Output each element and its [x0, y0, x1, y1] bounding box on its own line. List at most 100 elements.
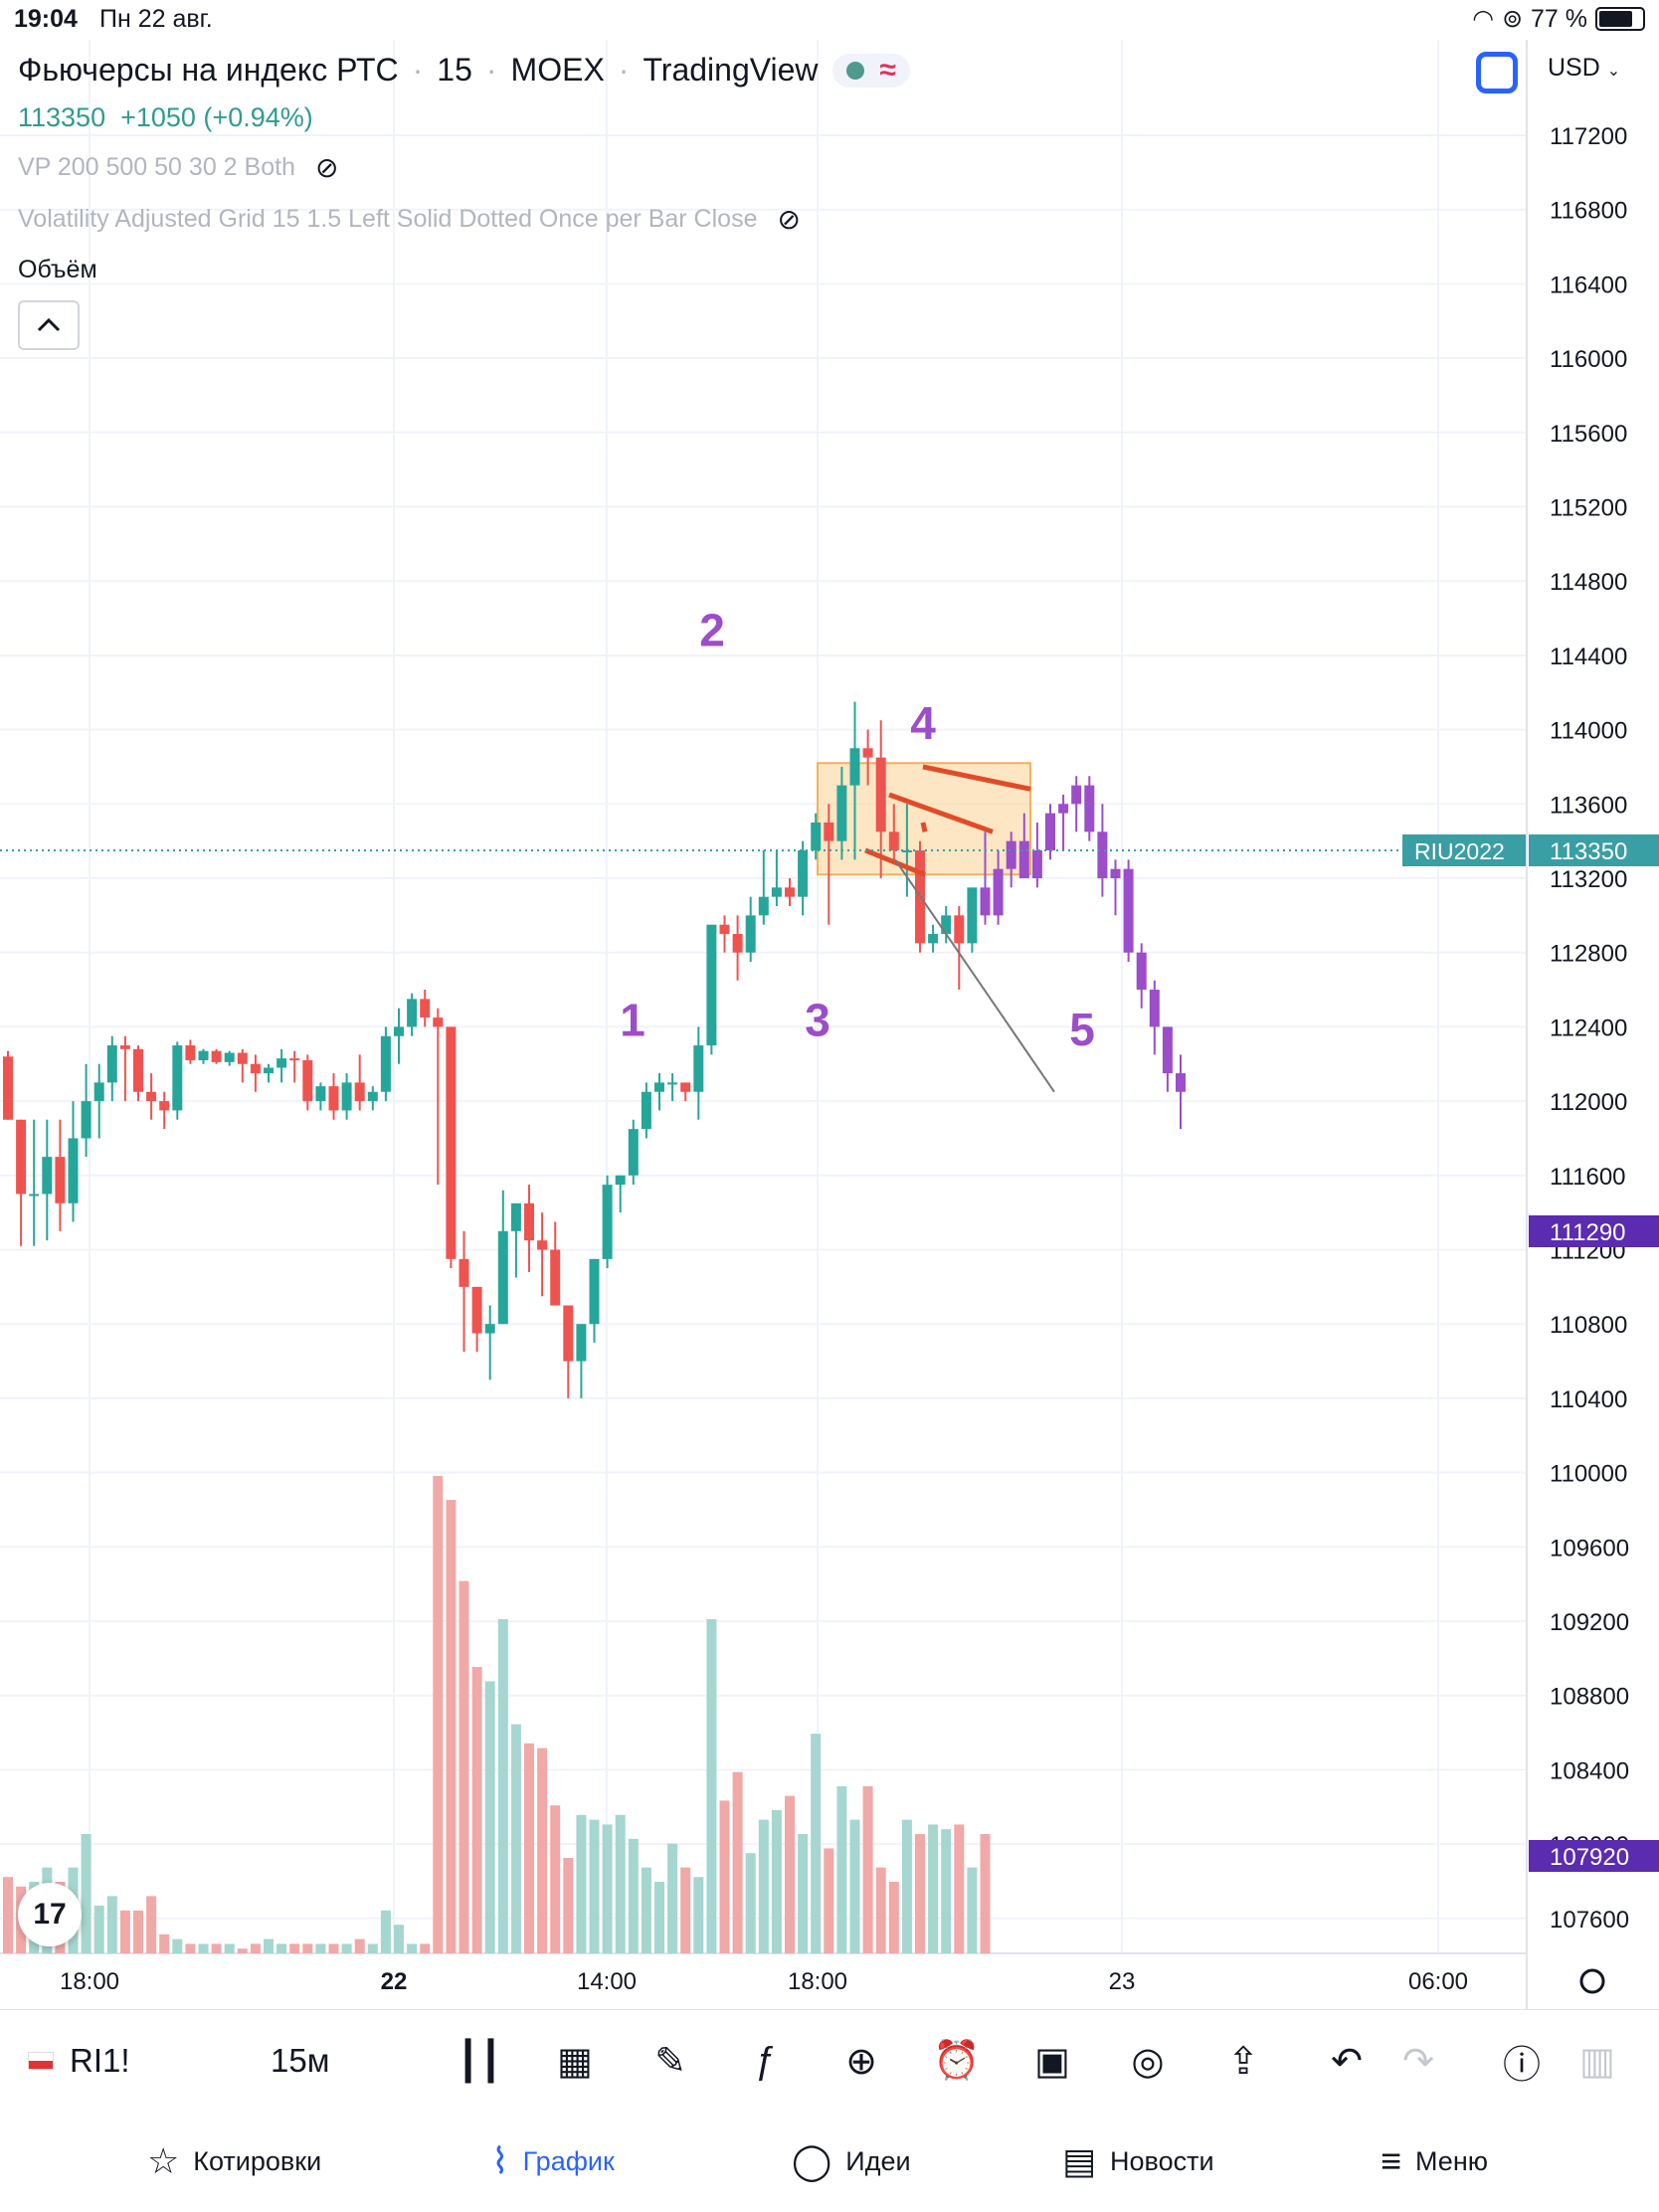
candle-body[interactable]: [328, 1086, 339, 1111]
indicator-grid-legend[interactable]: Volatility Adjusted Grid 15 1.5 Left Sol…: [18, 203, 801, 236]
candle-body[interactable]: [484, 1324, 495, 1334]
candle-body[interactable]: [224, 1052, 235, 1062]
candle-body[interactable]: [680, 1082, 691, 1092]
candle-body[interactable]: [615, 1175, 626, 1186]
candle-body[interactable]: [1162, 1026, 1173, 1074]
candle-body[interactable]: [159, 1101, 170, 1111]
candle-body[interactable]: [954, 915, 965, 944]
candle-body[interactable]: [1045, 813, 1055, 850]
candle-body[interactable]: [1136, 952, 1147, 991]
candle-body[interactable]: [1006, 840, 1016, 869]
chart-legend-title[interactable]: Фьючерсы на индекс РТС · 15 · MOEX · Tra…: [18, 52, 910, 89]
candle-body[interactable]: [628, 1129, 639, 1176]
volume-price-tag[interactable]: [1529, 1840, 1659, 1872]
candle-body[interactable]: [354, 1082, 365, 1102]
candle-body[interactable]: [367, 1091, 378, 1102]
candle-body[interactable]: [563, 1305, 574, 1362]
layout-grid-icon[interactable]: ▣: [1034, 2040, 1070, 2083]
candle-body[interactable]: [211, 1050, 222, 1062]
candle-body[interactable]: [250, 1063, 261, 1074]
hidden-eye-icon[interactable]: ⊘: [777, 204, 801, 235]
candle-body[interactable]: [875, 757, 886, 832]
add-icon[interactable]: ⊕: [845, 2040, 877, 2083]
candle-body[interactable]: [420, 999, 431, 1018]
candle-body[interactable]: [1018, 840, 1029, 878]
candle-body[interactable]: [276, 1058, 287, 1068]
tab-quotes[interactable]: ☆ Котировки: [147, 2140, 321, 2182]
candle-body[interactable]: [824, 822, 834, 841]
symbol-button[interactable]: RI1!: [28, 2042, 130, 2080]
candle-body[interactable]: [106, 1045, 117, 1083]
candle-body[interactable]: [198, 1050, 209, 1061]
trend-line[interactable]: [922, 764, 1031, 792]
candle-body[interactable]: [55, 1157, 66, 1203]
candle-body[interactable]: [81, 1101, 92, 1139]
candle-body[interactable]: [576, 1324, 587, 1362]
candle-body[interactable]: [302, 1060, 313, 1102]
trend-line[interactable]: [864, 847, 926, 877]
candle-body[interactable]: [537, 1240, 548, 1250]
candle-body[interactable]: [967, 887, 978, 944]
candle-style-icon[interactable]: ┃┃: [457, 2040, 502, 2083]
ideas-bulb-icon[interactable]: ◎: [1131, 2040, 1165, 2083]
replay-icon[interactable]: ▦: [557, 2040, 593, 2083]
low-price-tag[interactable]: [1529, 1215, 1659, 1247]
candle-body[interactable]: [798, 849, 809, 897]
candle-body[interactable]: [119, 1045, 130, 1049]
candle-body[interactable]: [524, 1202, 534, 1241]
candle-body[interactable]: [980, 887, 991, 916]
candle-body[interactable]: [771, 887, 782, 897]
candle-body[interactable]: [264, 1067, 274, 1074]
candle-body[interactable]: [315, 1086, 326, 1102]
bar-chart-icon[interactable]: ▥: [1579, 2040, 1615, 2083]
tab-menu[interactable]: ≡ Меню: [1381, 2140, 1488, 2182]
collapse-legend-button[interactable]: [18, 300, 80, 350]
candle-body[interactable]: [394, 1026, 404, 1036]
candle-body[interactable]: [550, 1249, 561, 1306]
candle-body[interactable]: [289, 1058, 300, 1061]
candle-body[interactable]: [16, 1119, 27, 1195]
tab-news[interactable]: ▤ Новости: [1062, 2140, 1214, 2182]
candle-body[interactable]: [1149, 990, 1160, 1027]
candle-body[interactable]: [1084, 785, 1095, 832]
tradingview-logo-icon[interactable]: 17: [18, 1883, 82, 1946]
candle-body[interactable]: [341, 1082, 352, 1111]
candle-body[interactable]: [901, 849, 912, 852]
candle-body[interactable]: [510, 1202, 521, 1231]
candle-body[interactable]: [459, 1258, 469, 1287]
candle-body[interactable]: [407, 999, 418, 1027]
hidden-eye-icon[interactable]: ⊘: [314, 152, 339, 183]
candle-body[interactable]: [785, 887, 795, 897]
market-status-pill[interactable]: ≈: [831, 53, 910, 88]
candle-body[interactable]: [237, 1052, 248, 1064]
candle-body[interactable]: [42, 1157, 53, 1195]
candle-body[interactable]: [654, 1082, 664, 1092]
candle-body[interactable]: [941, 915, 952, 935]
symbol-tag[interactable]: [1402, 833, 1526, 866]
candle-body[interactable]: [380, 1035, 391, 1092]
info-icon[interactable]: ⓘ: [1502, 2044, 1541, 2087]
candle-body[interactable]: [185, 1045, 196, 1061]
drawing-pen-icon[interactable]: ✎: [654, 2040, 686, 2083]
alert-clock-icon[interactable]: ⏰: [933, 2040, 981, 2082]
candle-body[interactable]: [3, 1056, 13, 1120]
candle-body[interactable]: [133, 1048, 143, 1092]
candle-body[interactable]: [928, 934, 939, 944]
undo-icon[interactable]: ↶: [1331, 2040, 1363, 2083]
trend-line[interactable]: [888, 792, 994, 834]
share-icon[interactable]: ⇪: [1227, 2040, 1259, 2083]
fullscreen-button[interactable]: [1476, 52, 1518, 93]
volume-legend[interactable]: Объём: [18, 256, 97, 283]
candle-body[interactable]: [836, 785, 847, 841]
candle-body[interactable]: [1123, 868, 1134, 953]
settings-gear-icon[interactable]: [1579, 1968, 1605, 1994]
candle-body[interactable]: [811, 822, 822, 850]
redo-icon[interactable]: ↷: [1402, 2040, 1434, 2083]
candle-body[interactable]: [1097, 831, 1108, 878]
candle-body[interactable]: [146, 1091, 157, 1102]
trend-line[interactable]: [920, 822, 928, 832]
candle-body[interactable]: [433, 1017, 444, 1027]
currency-select[interactable]: USD ⌄: [1548, 54, 1620, 83]
candle-body[interactable]: [758, 896, 769, 916]
candle-body[interactable]: [471, 1286, 482, 1334]
